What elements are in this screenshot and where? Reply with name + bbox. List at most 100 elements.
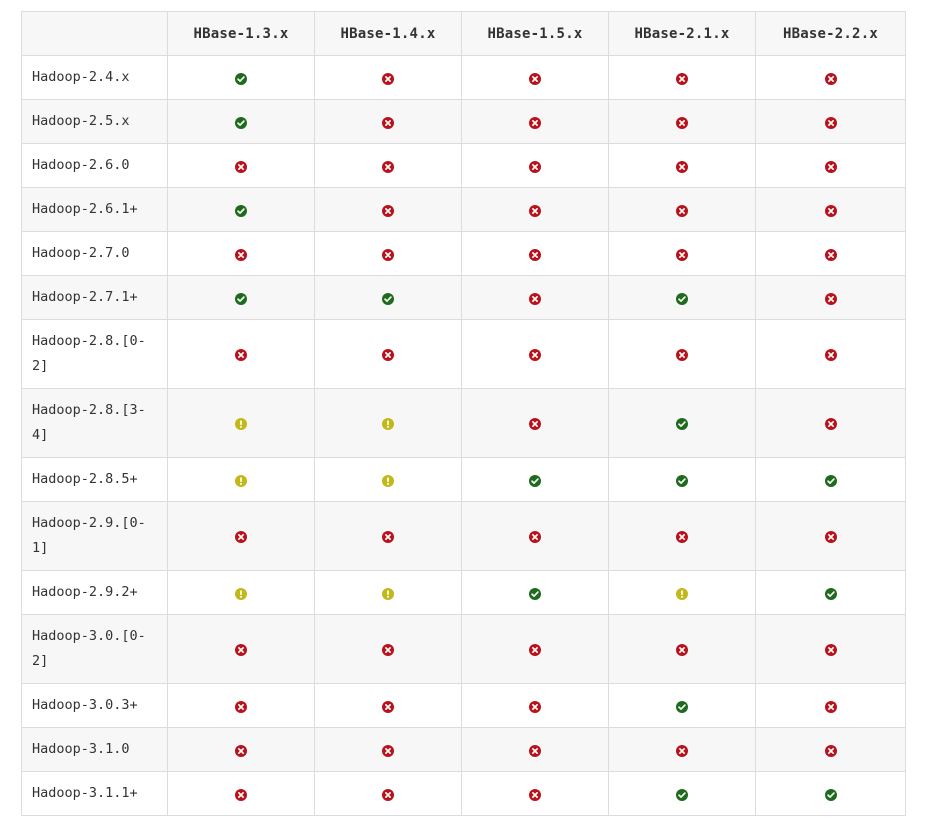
status-cell [608, 275, 756, 320]
x-circle-icon [824, 644, 837, 656]
status-cell [755, 275, 906, 320]
x-circle-icon [382, 72, 394, 85]
x-circle-icon [235, 531, 247, 543]
status-cell [461, 614, 609, 684]
row-label: Hadoop-2.4.x [21, 55, 168, 100]
x-circle-icon [676, 160, 688, 173]
status-cell [314, 55, 462, 100]
status-cell [755, 187, 906, 232]
status-cell [461, 231, 609, 276]
status-cell [461, 727, 609, 772]
row-label: Hadoop-2.8.[0-2] [21, 319, 168, 389]
status-cell [608, 99, 756, 144]
table-body: Hadoop-2.4.x Hadoop-2.5.x Hadoop-2.6.0 Hado… [21, 55, 906, 816]
status-cell [167, 319, 315, 389]
check-circle-icon [235, 116, 247, 129]
check-circle-icon [529, 587, 541, 600]
status-cell [167, 275, 315, 320]
status-cell [461, 570, 609, 615]
status-cell [608, 501, 756, 571]
table-row: Hadoop-3.1.1+ [21, 771, 906, 816]
status-cell [608, 614, 756, 684]
x-circle-icon [824, 531, 837, 543]
status-cell [461, 55, 609, 100]
check-circle-icon [676, 474, 688, 487]
status-cell [608, 771, 756, 816]
x-circle-icon [529, 72, 541, 85]
status-cell [755, 319, 906, 389]
row-label: Hadoop-2.6.1+ [21, 187, 168, 232]
status-cell [755, 683, 906, 728]
status-cell [755, 614, 906, 684]
x-circle-icon [235, 644, 247, 656]
x-circle-icon [676, 248, 688, 261]
check-circle-icon [676, 418, 688, 430]
x-circle-icon [235, 248, 247, 261]
header-row: HBase-1.3.x HBase-1.4.x HBase-1.5.x HBas… [21, 11, 906, 56]
row-label: Hadoop-3.0.3+ [21, 683, 168, 728]
status-cell [167, 457, 315, 502]
x-circle-icon [529, 160, 541, 173]
status-cell [314, 99, 462, 144]
x-circle-icon [824, 160, 837, 173]
check-circle-icon [235, 72, 247, 85]
x-circle-icon [824, 292, 837, 305]
exclamation-circle-icon [382, 418, 394, 430]
x-circle-icon [235, 744, 247, 757]
status-cell [608, 388, 756, 458]
status-cell [167, 55, 315, 100]
status-cell [755, 501, 906, 571]
x-circle-icon [824, 72, 837, 85]
status-cell [608, 727, 756, 772]
check-circle-icon [824, 474, 837, 487]
x-circle-icon [676, 349, 688, 361]
table-row: Hadoop-2.8.5+ [21, 457, 906, 502]
status-cell [608, 231, 756, 276]
row-label: Hadoop-2.8.[3-4] [21, 388, 168, 458]
table-row: Hadoop-2.9.2+ [21, 570, 906, 615]
status-cell [461, 99, 609, 144]
status-cell [167, 727, 315, 772]
table-row: Hadoop-2.6.0 [21, 143, 906, 188]
table-row: Hadoop-2.7.0 [21, 231, 906, 276]
status-cell [461, 457, 609, 502]
check-circle-icon [676, 700, 688, 713]
row-label: Hadoop-2.8.5+ [21, 457, 168, 502]
x-circle-icon [529, 292, 541, 305]
check-circle-icon [529, 474, 541, 487]
status-cell [314, 501, 462, 571]
x-circle-icon [382, 349, 394, 361]
status-cell [314, 614, 462, 684]
status-cell [608, 570, 756, 615]
exclamation-circle-icon [235, 418, 247, 430]
status-cell [608, 143, 756, 188]
row-label: Hadoop-2.7.1+ [21, 275, 168, 320]
check-circle-icon [824, 587, 837, 600]
x-circle-icon [824, 418, 837, 430]
x-circle-icon [824, 700, 837, 713]
x-circle-icon [824, 248, 837, 261]
status-cell [755, 143, 906, 188]
x-circle-icon [382, 700, 394, 713]
status-cell [608, 55, 756, 100]
table-row: Hadoop-2.7.1+ [21, 275, 906, 320]
status-cell [314, 388, 462, 458]
table-row: Hadoop-2.8.[3-4] [21, 388, 906, 458]
exclamation-circle-icon [235, 587, 247, 600]
row-label: Hadoop-3.0.[0-2] [21, 614, 168, 684]
x-circle-icon [382, 248, 394, 261]
x-circle-icon [676, 744, 688, 757]
status-cell [461, 187, 609, 232]
check-circle-icon [382, 292, 394, 305]
x-circle-icon [235, 349, 247, 361]
row-label: Hadoop-2.9.[0-1] [21, 501, 168, 571]
x-circle-icon [382, 116, 394, 129]
table-row: Hadoop-2.8.[0-2] [21, 319, 906, 389]
status-cell [461, 388, 609, 458]
status-cell [755, 99, 906, 144]
x-circle-icon [824, 349, 837, 361]
x-circle-icon [235, 160, 247, 173]
check-circle-icon [235, 204, 247, 217]
status-cell [167, 570, 315, 615]
status-cell [167, 388, 315, 458]
